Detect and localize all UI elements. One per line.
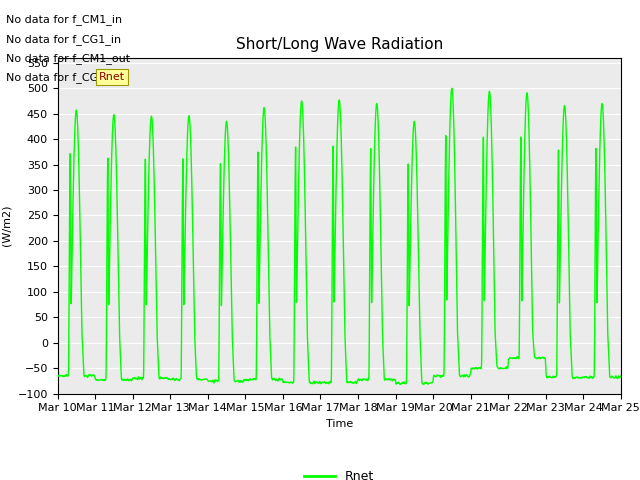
Text: No data for f_CM1_in: No data for f_CM1_in [6,14,122,25]
Y-axis label: (W/m2): (W/m2) [2,205,12,246]
Title: Short/Long Wave Radiation: Short/Long Wave Radiation [236,37,443,52]
Text: No data for f_CG1_out: No data for f_CG1_out [6,72,129,83]
Text: Rnet: Rnet [99,72,125,82]
Text: No data for f_CG1_in: No data for f_CG1_in [6,34,122,45]
Legend: Rnet: Rnet [299,465,380,480]
Text: No data for f_CM1_out: No data for f_CM1_out [6,53,131,64]
X-axis label: Time: Time [326,419,353,429]
